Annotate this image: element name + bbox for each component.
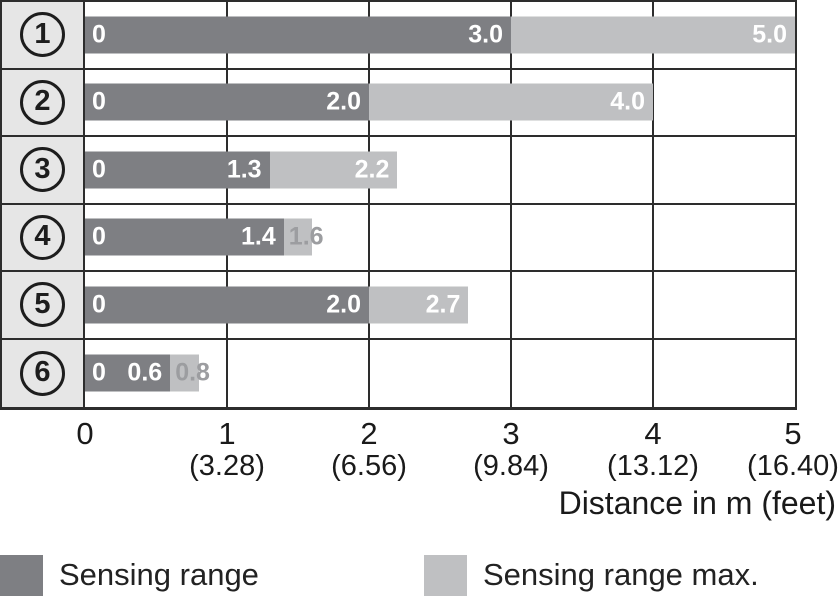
gridline bbox=[510, 272, 512, 338]
row-plot: 0 3.0 5.0 bbox=[85, 2, 795, 68]
x-axis-label: Distance in m (feet) bbox=[558, 485, 836, 521]
gridline bbox=[652, 272, 654, 338]
bar-sensing-range bbox=[85, 16, 511, 54]
row-header: 1 bbox=[2, 2, 85, 68]
table-row: 1 0 3.0 5.0 bbox=[2, 2, 795, 70]
bar-zero-label: 0 bbox=[92, 222, 106, 251]
tick-feet: (6.56) bbox=[331, 450, 407, 482]
axis-tick: 3 (9.84) bbox=[473, 417, 549, 482]
gridline bbox=[652, 137, 654, 203]
bar-sensing-range bbox=[85, 286, 369, 324]
gridline bbox=[652, 69, 654, 135]
axis-tick: 2 (6.56) bbox=[331, 417, 407, 482]
legend-label: Sensing range max. bbox=[483, 557, 759, 592]
bar-range-value: 0.6 bbox=[127, 358, 163, 387]
bar-max-value: 1.6 bbox=[288, 222, 324, 251]
table-row: 6 0 0.6 0.8 bbox=[2, 339, 795, 407]
circled-number-4: 4 bbox=[20, 214, 65, 260]
table-row: 4 0 1.4 1.6 bbox=[2, 204, 795, 272]
legend-label: Sensing range bbox=[59, 557, 259, 592]
bar-zero-label: 0 bbox=[92, 87, 106, 116]
bar-sensing-range bbox=[85, 354, 171, 392]
row-header: 4 bbox=[2, 204, 85, 270]
bar-max-value: 5.0 bbox=[752, 20, 787, 49]
table-row: 5 0 2.0 2.7 bbox=[2, 272, 795, 340]
tick-feet: (13.12) bbox=[607, 450, 699, 482]
bar-max-value: 2.2 bbox=[354, 155, 390, 184]
axis-tick: 5 (16.40) bbox=[747, 417, 839, 482]
tick-meters: 1 bbox=[218, 416, 236, 451]
bar-zero-label: 0 bbox=[92, 155, 106, 184]
row-plot: 0 1.4 1.6 bbox=[85, 204, 795, 270]
sensing-range-chart: 1 0 3.0 5.0 2 0 2.0 4.0 bbox=[0, 0, 797, 410]
legend: Sensing range Sensing range max. bbox=[0, 552, 840, 598]
tick-feet: (9.84) bbox=[473, 450, 549, 482]
tick-meters: 3 bbox=[502, 416, 520, 451]
circled-number-5: 5 bbox=[20, 282, 65, 328]
gridline bbox=[510, 339, 512, 407]
circled-number-6: 6 bbox=[20, 350, 65, 396]
table-row: 3 0 1.3 2.2 bbox=[2, 137, 795, 205]
bar-zero-label: 0 bbox=[92, 358, 106, 387]
bar-max-value: 2.7 bbox=[425, 290, 461, 319]
row-header: 5 bbox=[2, 272, 85, 338]
axis-tick: 4 (13.12) bbox=[607, 417, 699, 482]
gridline bbox=[652, 339, 654, 407]
bar-zero-label: 0 bbox=[92, 290, 106, 319]
tick-meters: 5 bbox=[784, 416, 802, 451]
gridline bbox=[510, 204, 512, 270]
bar-range-value: 3.0 bbox=[468, 20, 503, 49]
bar-zero-label: 0 bbox=[92, 20, 106, 49]
gridline bbox=[652, 204, 654, 270]
legend-swatch-dark bbox=[0, 554, 43, 596]
bar-range-value: 2.0 bbox=[326, 290, 361, 319]
bar-max-value: 0.8 bbox=[175, 358, 210, 387]
row-plot: 0 0.6 0.8 bbox=[85, 339, 795, 407]
x-axis: 0 1 (3.28) 2 (6.56) 3 (9.84) 4 (13.12) 5… bbox=[0, 412, 840, 532]
legend-item-sensing-range: Sensing range bbox=[0, 552, 259, 598]
gridline bbox=[510, 137, 512, 203]
bar-range-value: 2.0 bbox=[326, 87, 361, 116]
bar-max-value: 4.0 bbox=[610, 87, 645, 116]
row-header: 3 bbox=[2, 137, 85, 203]
table-row: 2 0 2.0 4.0 bbox=[2, 69, 795, 137]
legend-swatch-light bbox=[424, 554, 467, 596]
tick-meters: 2 bbox=[360, 416, 378, 451]
axis-tick: 0 bbox=[76, 417, 93, 451]
bar-sensing-range bbox=[85, 151, 270, 189]
bar-range-value: 1.3 bbox=[226, 155, 262, 184]
axis-tick: 1 (3.28) bbox=[189, 417, 265, 482]
circled-number-2: 2 bbox=[20, 79, 65, 125]
gridline bbox=[226, 339, 228, 407]
gridline bbox=[368, 204, 370, 270]
tick-meters: 4 bbox=[644, 416, 662, 451]
row-header: 6 bbox=[2, 339, 85, 407]
circled-number-3: 3 bbox=[20, 147, 65, 193]
circled-number-1: 1 bbox=[20, 12, 65, 58]
gridline bbox=[368, 339, 370, 407]
bar-sensing-range bbox=[85, 218, 284, 256]
tick-meters: 0 bbox=[76, 416, 94, 451]
row-plot: 0 1.3 2.2 bbox=[85, 137, 795, 203]
bar-sensing-range bbox=[85, 83, 369, 121]
bar-range-value: 1.4 bbox=[241, 222, 276, 251]
row-plot: 0 2.0 2.7 bbox=[85, 272, 795, 338]
tick-feet: (16.40) bbox=[747, 450, 839, 482]
row-plot: 0 2.0 4.0 bbox=[85, 69, 795, 135]
legend-item-sensing-range-max: Sensing range max. bbox=[424, 552, 759, 598]
tick-feet: (3.28) bbox=[189, 450, 265, 482]
row-header: 2 bbox=[2, 69, 85, 135]
